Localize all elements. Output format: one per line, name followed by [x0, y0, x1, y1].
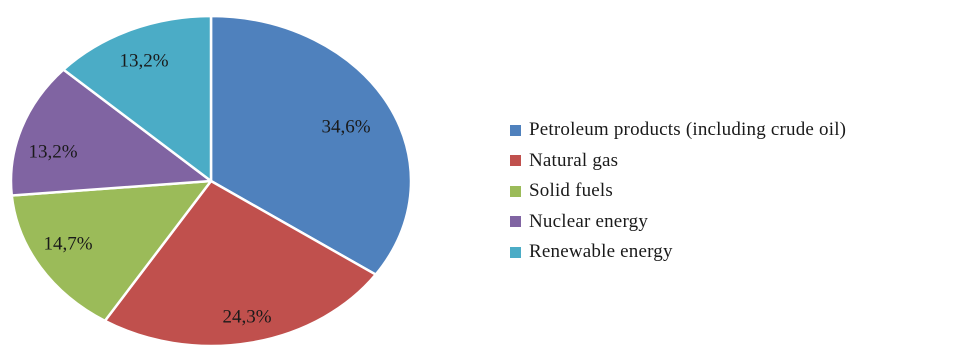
legend-label-1: Petroleum products (including crude oil) — [529, 119, 847, 141]
slice-data-label-1: 34,6% — [321, 116, 370, 137]
legend-item-2: Natural gas — [510, 146, 846, 177]
legend-swatch-4 — [510, 216, 521, 228]
slice-data-label-2: 24,3% — [222, 306, 271, 327]
pie-slice-5 — [62, 14, 213, 183]
pie-slice-3 — [10, 179, 213, 323]
legend-label-2: Natural gas — [529, 149, 619, 171]
legend-label-5: Renewable energy — [529, 241, 673, 263]
legend-item-1: Petroleum products (including crude oil) — [510, 115, 846, 146]
slice-data-label-5: 13,2% — [119, 50, 168, 71]
legend-swatch-1 — [510, 124, 521, 136]
legend-item-5: Renewable energy — [510, 237, 846, 268]
slice-data-label-3: 14,7% — [43, 233, 92, 254]
pie-slice-4 — [9, 68, 213, 197]
legend-swatch-3 — [510, 185, 521, 197]
legend-swatch-5 — [510, 246, 521, 258]
legend-label-4: Nuclear energy — [529, 210, 649, 232]
pie-slice-1 — [209, 14, 413, 276]
legend-item-3: Solid fuels — [510, 176, 846, 207]
legend-swatch-2 — [510, 155, 521, 167]
chart-legend: Petroleum products (including crude oil)… — [510, 115, 846, 268]
legend-label-3: Solid fuels — [529, 180, 614, 202]
legend-item-4: Nuclear energy — [510, 207, 846, 238]
pie-slice-2 — [103, 179, 377, 348]
slice-data-label-4: 13,2% — [28, 141, 77, 162]
